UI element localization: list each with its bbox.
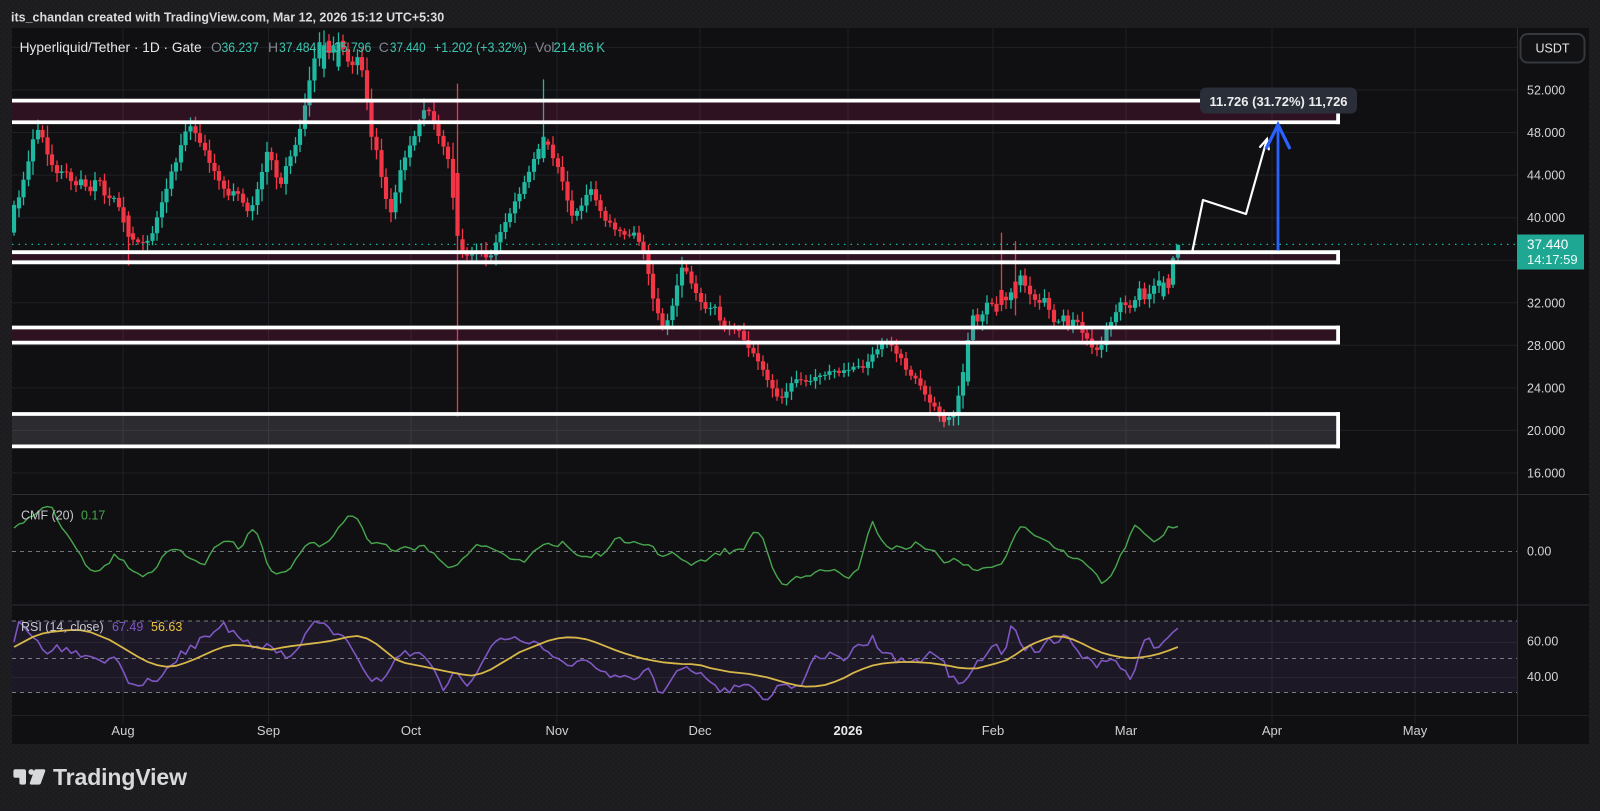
svg-text:TradingView: TradingView: [53, 764, 187, 790]
svg-text:24.000: 24.000: [1527, 381, 1565, 395]
svg-text:Mar: Mar: [1115, 723, 1138, 738]
svg-text:Sep: Sep: [257, 723, 280, 738]
svg-text:32.000: 32.000: [1527, 296, 1565, 310]
svg-text:16.000: 16.000: [1527, 467, 1565, 481]
svg-text:USDT: USDT: [1535, 42, 1569, 56]
svg-text:28.000: 28.000: [1527, 339, 1565, 353]
svg-text:40.000: 40.000: [1527, 211, 1565, 225]
svg-text:Oct: Oct: [401, 723, 422, 738]
svg-text:Dec: Dec: [688, 723, 712, 738]
svg-text:14:17:59: 14:17:59: [1527, 252, 1578, 267]
svg-text:Aug: Aug: [111, 723, 134, 738]
svg-text:Apr: Apr: [1262, 723, 1283, 738]
svg-text:11.726 (31.72%) 11,726: 11.726 (31.72%) 11,726: [1209, 94, 1347, 109]
svg-text:2026: 2026: [834, 723, 863, 738]
svg-text:52.000: 52.000: [1527, 84, 1565, 98]
svg-text:CMF (20)0.17: CMF (20) 0.17: [21, 509, 105, 523]
svg-text:Hyperliquid/Tether · 1D · Gate: Hyperliquid/Tether · 1D · Gate O36.237 H37…: [20, 39, 606, 55]
svg-text:its_chandan created with Tradi: its_chandan created with TradingView.com…: [11, 11, 444, 25]
svg-text:Nov: Nov: [545, 723, 569, 738]
svg-text:37.440: 37.440: [1527, 237, 1568, 252]
svg-text:48.000: 48.000: [1527, 126, 1565, 140]
svg-text:Feb: Feb: [982, 723, 1004, 738]
svg-text:May: May: [1403, 723, 1428, 738]
svg-text:40.00: 40.00: [1527, 670, 1558, 684]
svg-text:20.000: 20.000: [1527, 424, 1565, 438]
svg-text:0.00: 0.00: [1527, 545, 1551, 559]
svg-text:60.00: 60.00: [1527, 635, 1558, 649]
svg-text:44.000: 44.000: [1527, 169, 1565, 183]
